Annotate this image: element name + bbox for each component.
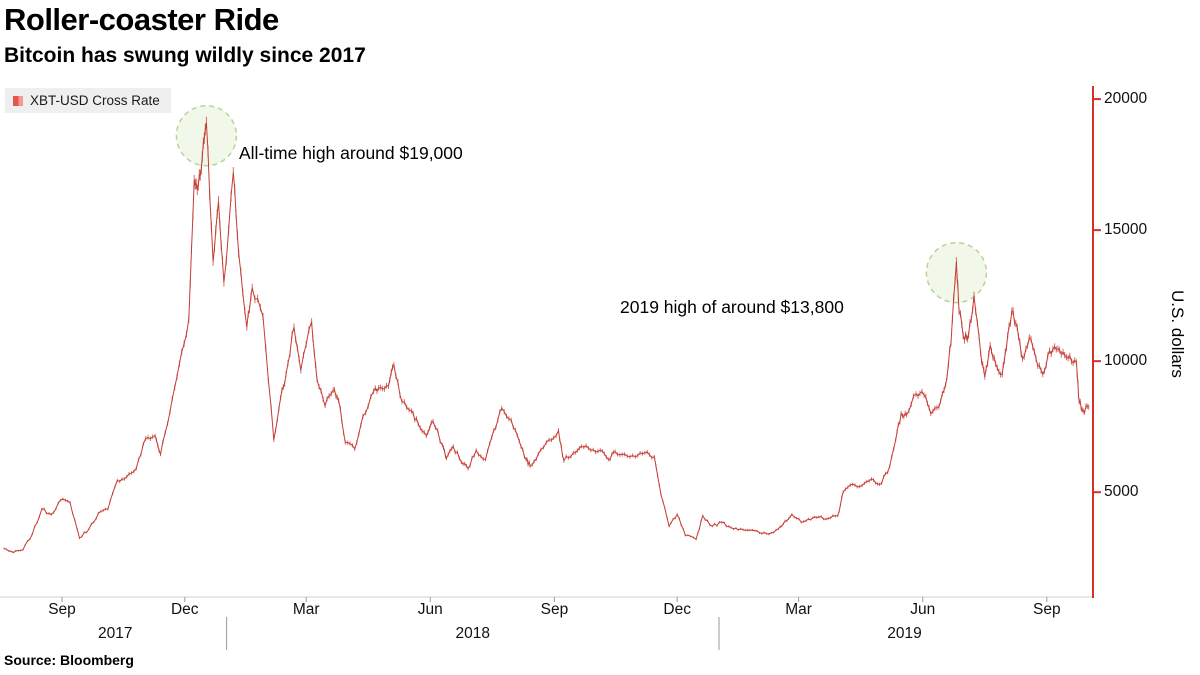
- legend-series-label: XBT-USD Cross Rate: [30, 93, 160, 108]
- x-tick-label: Sep: [1033, 601, 1061, 618]
- y-axis-title: U.S. dollars: [1168, 290, 1187, 378]
- y-tick-label: 10000: [1104, 352, 1148, 370]
- y-tick-label: 20000: [1104, 90, 1148, 108]
- year-label: 2019: [887, 625, 922, 642]
- legend-series-swatch: [13, 95, 23, 106]
- chart-title: Roller-coaster Ride: [4, 2, 279, 37]
- year-label: 2018: [455, 625, 491, 642]
- annotation-high-2019: 2019 high of around $13,800: [620, 297, 844, 317]
- x-tick-label: Jun: [910, 601, 936, 618]
- x-tick-label: Dec: [663, 601, 691, 618]
- x-tick-label: Sep: [540, 601, 569, 618]
- x-tick-label: Dec: [170, 601, 199, 618]
- legend: XBT-USD Cross Rate: [5, 88, 171, 113]
- source-attribution: Source: Bloomberg: [4, 652, 134, 668]
- y-tick-label: 15000: [1104, 221, 1148, 239]
- year-label: 2017: [98, 625, 133, 642]
- x-tick-label: Sep: [48, 601, 76, 618]
- annotation-ath-2017: All-time high around $19,000: [239, 143, 463, 163]
- y-tick-label: 5000: [1104, 483, 1139, 501]
- x-tick-label: Mar: [292, 601, 320, 618]
- x-tick-label: Mar: [785, 601, 812, 618]
- x-tick-label: Jun: [417, 601, 443, 618]
- chart-subtitle: Bitcoin has swung wildly since 2017: [4, 44, 366, 67]
